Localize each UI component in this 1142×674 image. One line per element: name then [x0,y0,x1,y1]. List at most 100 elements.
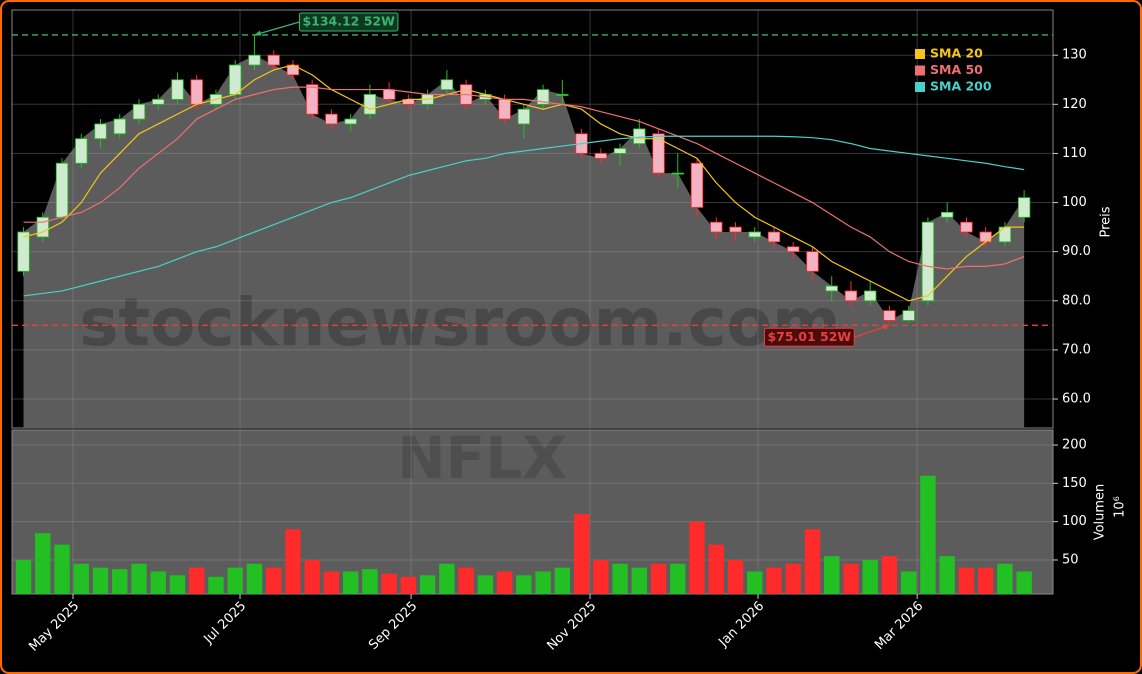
volume-bar [631,567,647,594]
candle-body [979,231,992,243]
candle-body [17,231,30,272]
legend-label: SMA 20 [930,46,983,61]
volume-bar [458,567,474,594]
candle-body [382,89,396,100]
volume-bar [419,575,436,594]
candle-body [152,98,165,105]
candle-body [864,290,877,302]
volume-bar [246,563,263,594]
candle-body [363,94,377,115]
watermark: stocknewsroom.com [79,284,841,361]
candle-body [767,231,781,243]
volume-bar [304,559,320,594]
y-tick-label: 50 [1062,552,1079,567]
volume-bar [708,544,724,594]
annotation-arrowhead [882,324,890,330]
volume-bar [381,573,397,594]
volume-panel [11,429,1054,595]
candle-body [306,84,319,115]
volume-bar [400,576,417,594]
volume-bar [747,571,763,594]
volume-bar [670,563,686,594]
volume-bar [265,567,282,594]
volume-bar [342,571,359,594]
volume-bar [15,559,32,594]
candle-body [613,148,627,154]
y-tick-label: 60.0 [1062,392,1091,407]
candle-body [440,79,454,90]
volume-bar [35,533,51,594]
volume-bar [939,556,955,594]
legend-swatch [915,65,925,76]
volume-bar [112,569,128,594]
candle-body [498,98,511,120]
annotation: $134.12 52W [254,12,399,36]
volume-bar [785,563,801,594]
volume-bar [977,567,994,594]
volume-bar [554,567,571,594]
candle-body [594,153,607,159]
sma-line [23,86,1025,270]
candle-body [517,108,531,125]
candle-body [787,246,800,253]
y-tick-label: 90.0 [1062,244,1091,259]
candle-body [748,231,761,238]
volume-bar [689,521,705,594]
volume-bar [804,529,821,594]
candle-body [729,226,742,233]
y-tick-label: 70.0 [1062,342,1091,357]
candle-body [998,226,1012,243]
y-axis-label: Preis [1099,206,1114,237]
annotation-arrowhead [254,30,262,36]
candle-body [921,221,935,302]
candle-body [652,133,665,174]
volume-bar [766,567,782,594]
volume-bar [439,563,455,594]
candle-body [940,211,954,218]
y-tick-label: 80.0 [1062,293,1091,308]
volume-bar [227,567,243,594]
candle-body [825,285,838,292]
volume-bar [920,475,936,594]
watermark: NFLX [397,424,567,492]
candle-body [248,54,261,66]
candle-body [190,79,203,105]
candle-body [960,221,973,233]
volume-bar [516,575,532,594]
candle-body [36,216,49,238]
volume-bar [612,563,628,594]
legend-label: SMA 50 [930,62,983,77]
legend-swatch [915,49,925,59]
candle-body [1017,197,1031,218]
volume-bar [535,571,551,594]
legend-swatch [915,82,925,92]
volume-bar [1016,571,1032,594]
legend-label: SMA 200 [930,79,992,94]
volume-bar [843,563,859,594]
volume-bar [131,563,147,594]
y-tick-label: 150 [1062,476,1087,491]
volume-bar [496,571,513,594]
volume-bar [208,576,224,594]
y-tick-label: 100 [1062,195,1087,210]
volume-bar [285,529,301,594]
volume-bar [73,563,89,594]
volume-bar [477,575,494,594]
annotation-label: $75.01 52W [767,329,851,344]
candle-body [671,172,684,175]
volume-bar [362,569,378,594]
candle-body [267,54,280,66]
candle-body [229,64,242,95]
candle-body [806,251,819,272]
candle-body [94,123,107,140]
volume-bar [323,571,340,594]
y-tick-label: 110 [1062,146,1087,161]
candle-body [75,138,88,164]
candle-body [536,89,550,105]
candle-body [556,94,569,96]
volume-bar [862,559,878,594]
annotation-label: $134.12 52W [302,13,395,28]
annotation: $75.01 52W [763,324,890,347]
volume-bar [958,567,975,594]
